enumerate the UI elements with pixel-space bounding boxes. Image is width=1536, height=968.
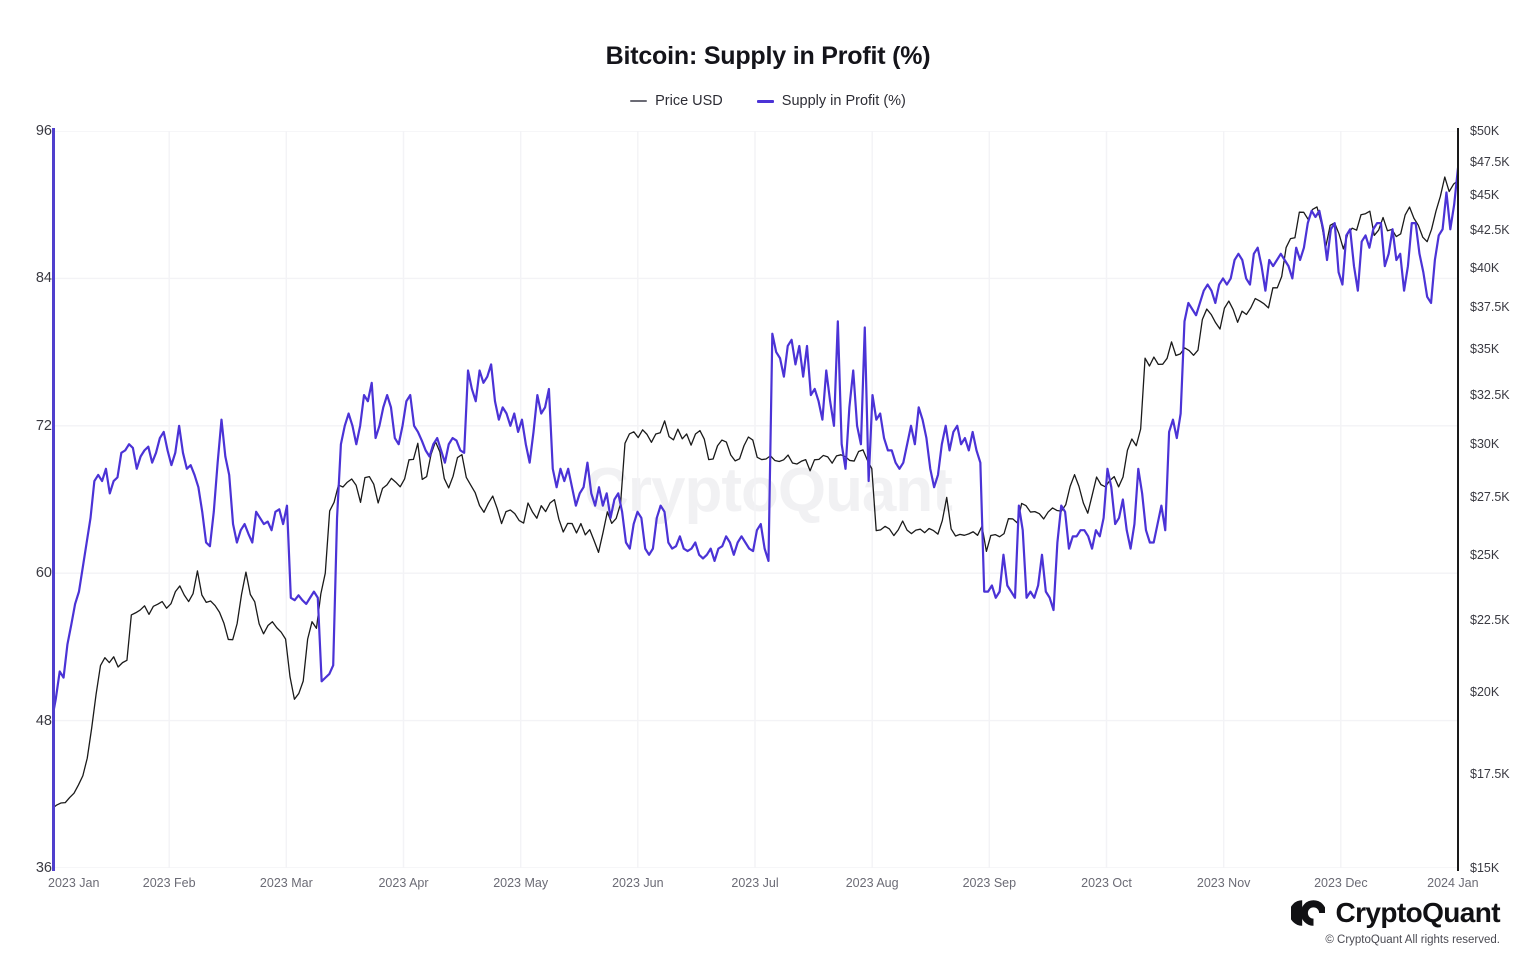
legend-label-supply-in-profit: Supply in Profit (%) xyxy=(781,93,906,109)
y-axis-right-tick: $45K xyxy=(1470,188,1500,203)
chart-legend: Price USD Supply in Profit (%) xyxy=(0,93,1536,109)
x-axis-tick: 2023 Oct xyxy=(1081,876,1132,890)
x-axis-tick: 2023 May xyxy=(493,876,549,890)
y-axis-right-tick: $37.5K xyxy=(1470,300,1510,315)
x-axis-tick: 2023 Sep xyxy=(962,876,1017,890)
y-axis-right-tick: $35K xyxy=(1470,342,1500,357)
y-axis-right-tick: $20K xyxy=(1470,684,1500,699)
page-title: Bitcoin: Supply in Profit (%) xyxy=(605,42,931,70)
x-axis-tick: 2023 Jun xyxy=(612,876,664,890)
legend-label-price-usd: Price USD xyxy=(655,93,723,109)
y-axis-right-tick: $47.5K xyxy=(1470,155,1510,170)
y-axis-left-tick: 96 xyxy=(35,123,52,139)
x-axis-tick: 2023 Jul xyxy=(731,876,779,890)
y-axis-left-tick: 60 xyxy=(35,565,52,582)
y-axis-right-tick: $32.5K xyxy=(1470,387,1510,402)
x-axis-tick: 2024 Jan xyxy=(1427,876,1479,890)
legend-swatch-supply-in-profit xyxy=(756,99,774,103)
copyright-text: © CryptoQuant All rights reserved. xyxy=(1325,934,1500,946)
y-axis-right-tick: $42.5K xyxy=(1470,223,1510,238)
x-axis-tick: 2023 Feb xyxy=(142,876,196,890)
y-axis-right-tick: $40K xyxy=(1470,260,1500,275)
y-axis-right-tick: $17.5K xyxy=(1470,766,1510,781)
brand-footer: CryptoQuant © CryptoQuant All rights res… xyxy=(1291,897,1501,946)
y-axis-right-tick: $22.5K xyxy=(1470,612,1510,627)
y-axis-right-tick: $25K xyxy=(1470,548,1500,563)
x-axis-tick: 2023 Aug xyxy=(845,876,899,890)
y-axis-left-tick: 48 xyxy=(35,712,52,729)
x-axis-tick: 2023 Apr xyxy=(378,876,429,890)
plot-area xyxy=(52,131,1458,868)
legend-item-supply-in-profit[interactable]: Supply in Profit (%) xyxy=(756,93,906,109)
y-axis-left-spine xyxy=(52,128,55,871)
brand-name: CryptoQuant xyxy=(1335,897,1500,928)
y-axis-right-tick: $50K xyxy=(1470,124,1500,138)
legend-swatch-price-usd xyxy=(630,100,648,102)
y-axis-right-tick: $15K xyxy=(1470,861,1500,875)
brand-row: CryptoQuant xyxy=(1291,897,1501,929)
cryptoquant-logo-icon xyxy=(1291,900,1326,927)
y-axis-left-tick: 36 xyxy=(35,860,52,876)
x-axis-tick: 2023 Nov xyxy=(1196,876,1251,890)
y-axis-right-tick: $27.5K xyxy=(1470,489,1510,504)
x-axis-tick: 2023 Jan xyxy=(48,876,100,890)
y-axis-right-tick: $30K xyxy=(1470,436,1500,451)
y-axis-left-tick: 72 xyxy=(35,417,52,434)
plot-svg xyxy=(52,131,1458,868)
x-axis-tick: 2023 Dec xyxy=(1314,876,1368,890)
legend-item-price-usd[interactable]: Price USD xyxy=(630,93,723,109)
y-axis-right-spine xyxy=(1457,128,1459,871)
x-axis-tick: 2023 Mar xyxy=(259,876,313,890)
y-axis-left-tick: 84 xyxy=(35,270,52,287)
